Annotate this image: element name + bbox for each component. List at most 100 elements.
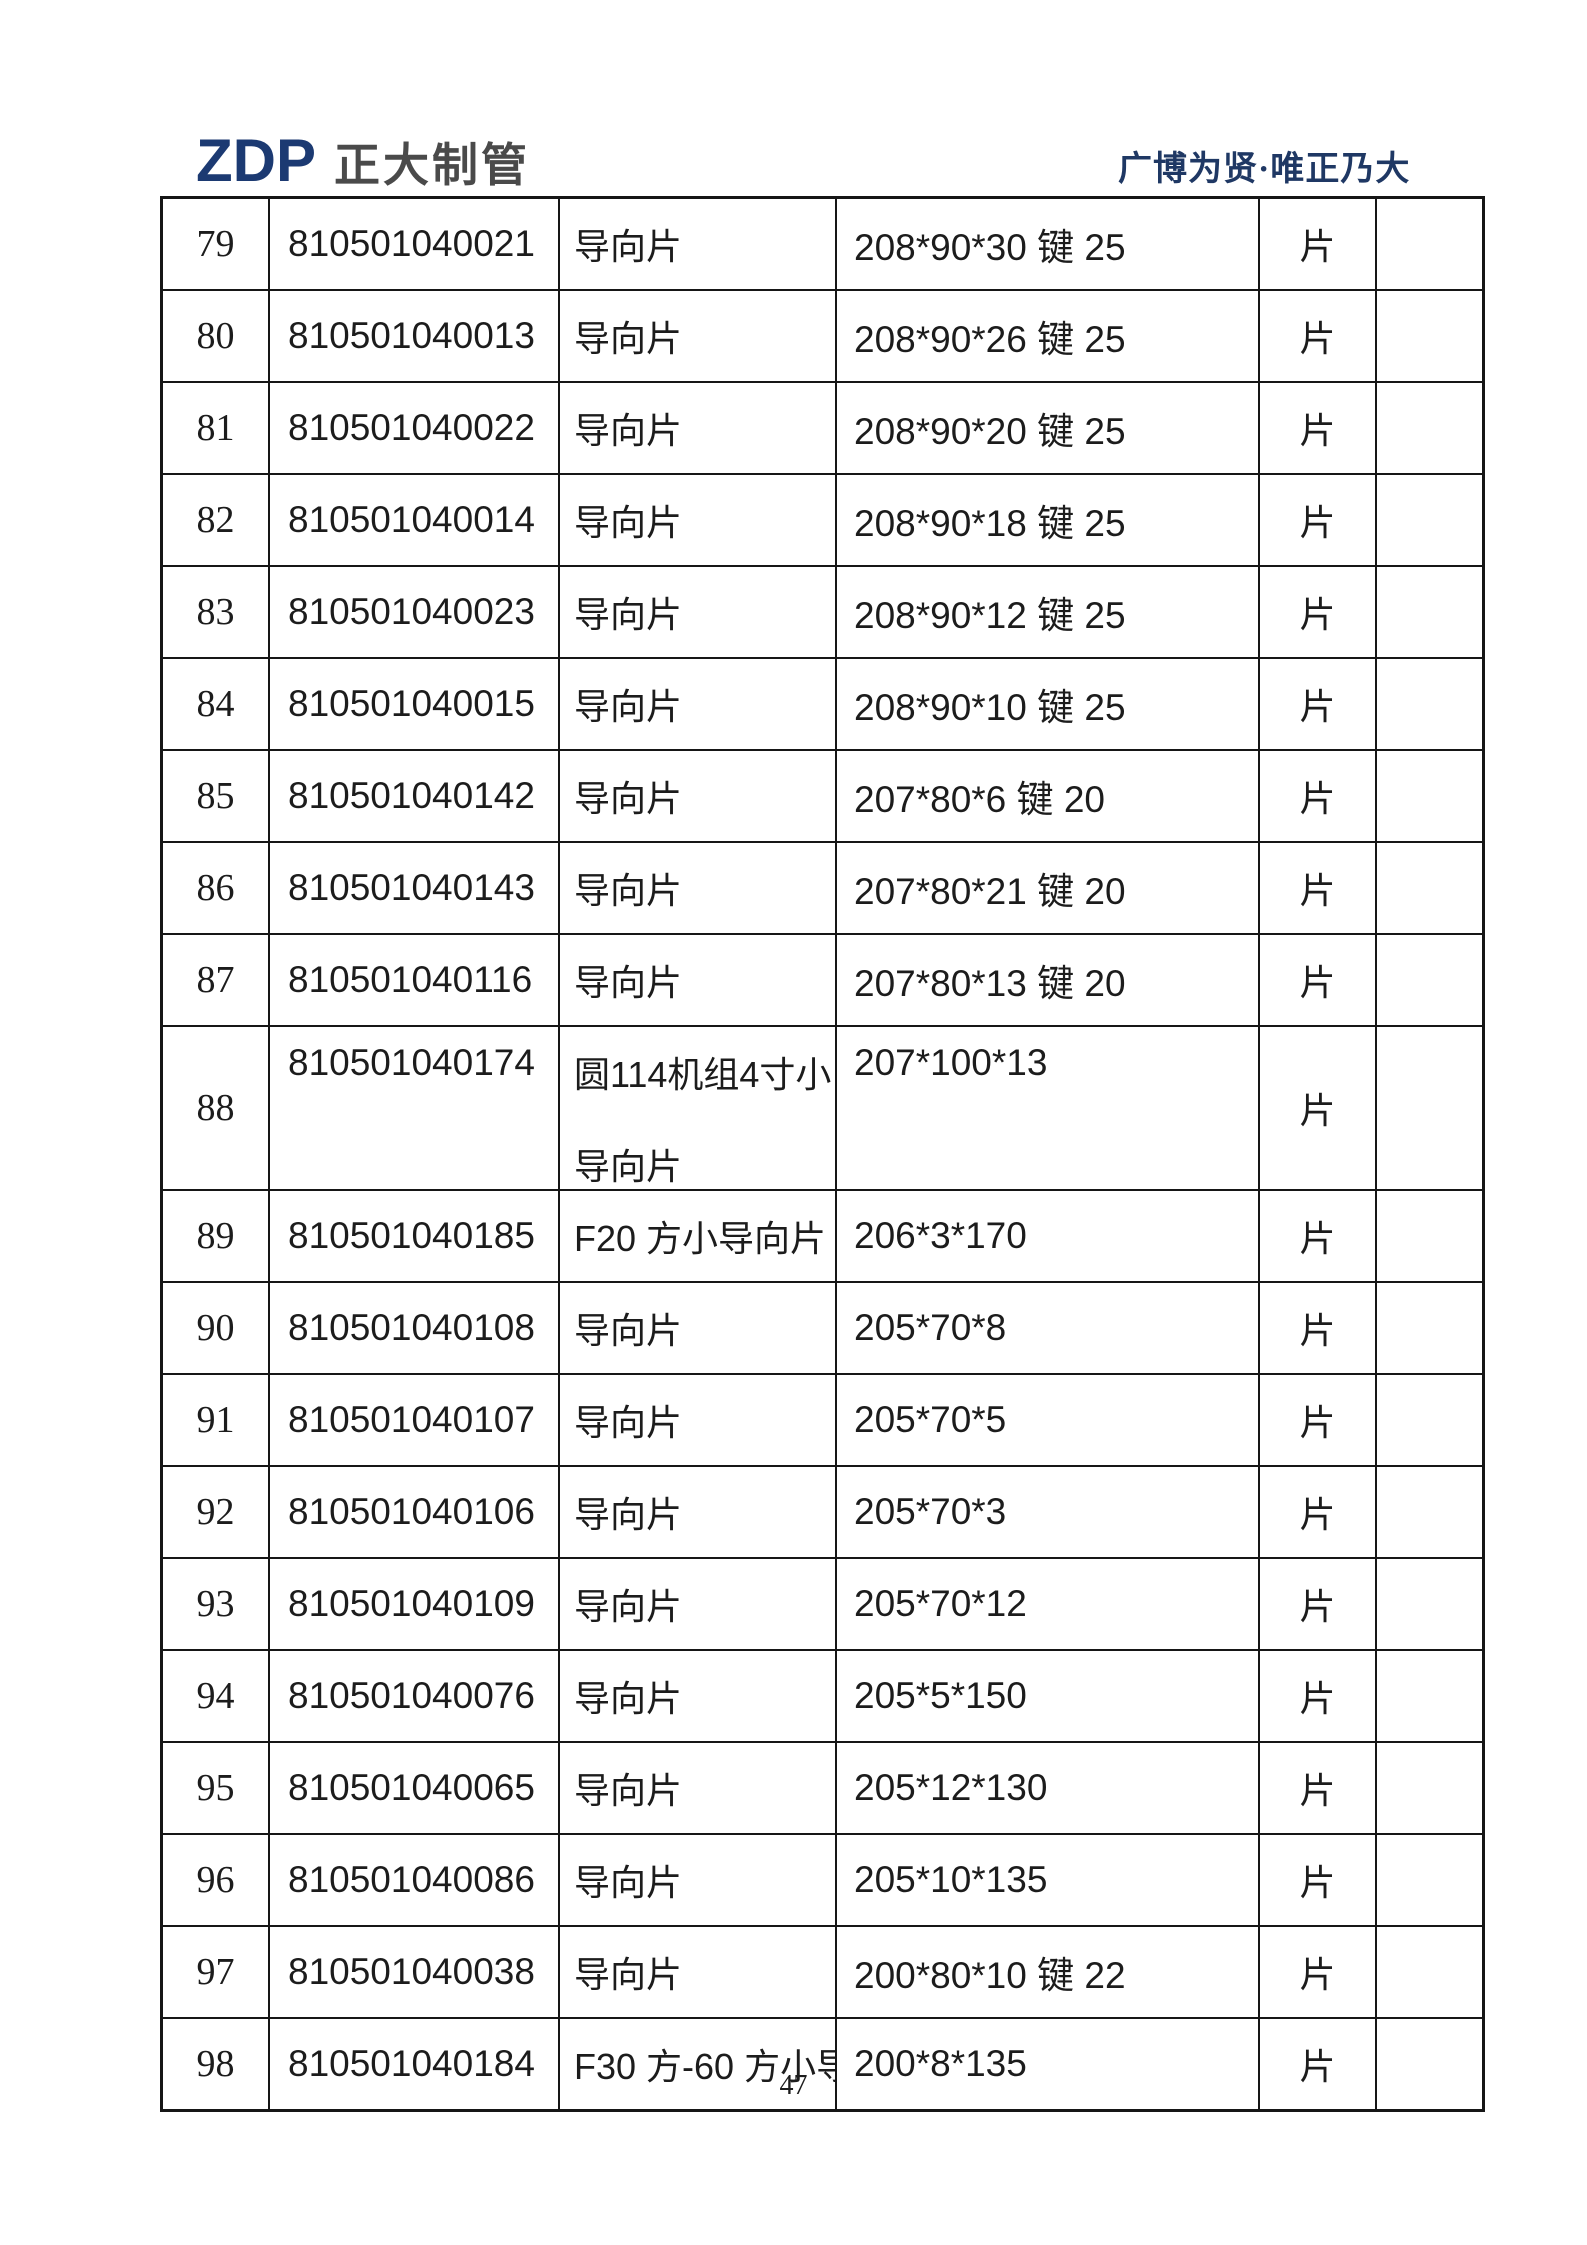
specification-cell-text: 200*80*10 键 22: [854, 1955, 1126, 1996]
unit-cell-text: 片: [1299, 1955, 1336, 1995]
specification-cell: 208*90*10 键 25: [835, 659, 1258, 749]
row-number-cell-text: 89: [196, 1215, 235, 1257]
material-name-cell: 导向片: [558, 1927, 835, 2017]
row-number-cell-text: 95: [196, 1767, 235, 1809]
material-name-cell-text: 导向片: [574, 686, 683, 727]
row-number-cell: 93: [163, 1559, 268, 1649]
note-cell: [1375, 1283, 1482, 1373]
specification-cell: 208*90*20 键 25: [835, 383, 1258, 473]
row-number-cell: 94: [163, 1651, 268, 1741]
note-cell: [1375, 1027, 1482, 1189]
material-name-cell: 导向片: [558, 1467, 835, 1557]
material-code-cell-text: 810501040143: [288, 867, 535, 908]
row-number-cell: 83: [163, 567, 268, 657]
material-name-cell-text: 导向片: [574, 962, 683, 1003]
unit-cell-text: 片: [1299, 1403, 1336, 1443]
material-name-cell-text: 导向片: [574, 318, 683, 359]
specification-cell-text: 205*70*8: [854, 1307, 1007, 1348]
unit-cell-text: 片: [1299, 871, 1336, 911]
unit-cell: 片: [1258, 199, 1375, 289]
unit-cell: 片: [1258, 291, 1375, 381]
material-name-cell-text: 导向片: [574, 1954, 683, 1995]
material-name-cell: 导向片: [558, 1375, 835, 1465]
row-number-cell: 97: [163, 1927, 268, 2017]
material-code-cell: 810501040185: [268, 1191, 558, 1281]
material-name-cell: 导向片: [558, 567, 835, 657]
note-cell: [1375, 1191, 1482, 1281]
table-row: 87 810501040116 导向片 207*80*13 键 20 片: [163, 933, 1482, 1025]
row-number-cell-text: 93: [196, 1583, 235, 1625]
material-code-cell-text: 810501040014: [288, 499, 535, 540]
specification-cell-text: 205*5*150: [854, 1675, 1027, 1716]
row-number-cell: 90: [163, 1283, 268, 1373]
row-number-cell-text: 90: [196, 1307, 235, 1349]
material-name-cell: 导向片: [558, 935, 835, 1025]
material-name-cell-text: 导向片: [574, 778, 683, 819]
unit-cell-text: 片: [1299, 595, 1336, 635]
unit-cell: 片: [1258, 1027, 1375, 1189]
row-number-cell-text: 94: [196, 1675, 235, 1717]
table-row: 83 810501040023 导向片 208*90*12 键 25 片: [163, 565, 1482, 657]
material-code-cell: 810501040065: [268, 1743, 558, 1833]
specification-cell-text: 205*12*130: [854, 1767, 1048, 1808]
material-name-cell-text: 导向片: [574, 1402, 683, 1443]
material-code-cell: 810501040108: [268, 1283, 558, 1373]
material-code-cell: 810501040116: [268, 935, 558, 1025]
row-number-cell: 88: [163, 1027, 268, 1189]
table-row: 94 810501040076 导向片 205*5*150 片: [163, 1649, 1482, 1741]
note-cell: [1375, 199, 1482, 289]
unit-cell: 片: [1258, 659, 1375, 749]
material-code-cell: 810501040142: [268, 751, 558, 841]
row-number-cell: 85: [163, 751, 268, 841]
note-cell: [1375, 1743, 1482, 1833]
specification-cell-text: 206*3*170: [854, 1215, 1027, 1256]
material-code-cell: 810501040107: [268, 1375, 558, 1465]
material-name-cell-text: 导向片: [574, 1862, 683, 1903]
unit-cell-text: 片: [1299, 1771, 1336, 1811]
table-row: 86 810501040143 导向片 207*80*21 键 20 片: [163, 841, 1482, 933]
unit-cell: 片: [1258, 2019, 1375, 2109]
unit-cell: 片: [1258, 1835, 1375, 1925]
material-code-cell-text: 810501040174: [288, 1042, 535, 1083]
table-row: 90 810501040108 导向片 205*70*8 片: [163, 1281, 1482, 1373]
specification-cell-text: 205*70*3: [854, 1491, 1007, 1532]
row-number-cell: 82: [163, 475, 268, 565]
table-row: 91 810501040107 导向片 205*70*5 片: [163, 1373, 1482, 1465]
material-code-cell-text: 810501040106: [288, 1491, 535, 1532]
unit-cell: 片: [1258, 843, 1375, 933]
note-cell: [1375, 291, 1482, 381]
specification-cell: 200*8*135: [835, 2019, 1258, 2109]
row-number-cell: 96: [163, 1835, 268, 1925]
unit-cell: 片: [1258, 1559, 1375, 1649]
material-name-cell-text: 导向片: [574, 1586, 683, 1627]
specification-cell: 205*70*5: [835, 1375, 1258, 1465]
specification-cell: 208*90*30 键 25: [835, 199, 1258, 289]
specification-cell-text: 207*80*6 键 20: [854, 779, 1105, 820]
table-row: 88 810501040174 圆114机组4寸小导向片 207*100*13 片: [163, 1025, 1482, 1189]
row-number-cell: 80: [163, 291, 268, 381]
material-code-cell-text: 810501040076: [288, 1675, 535, 1716]
row-number-cell-text: 87: [196, 959, 235, 1001]
material-name-cell: F30 方-60 方小导: [558, 2019, 835, 2109]
specification-cell: 207*80*13 键 20: [835, 935, 1258, 1025]
material-code-cell: 810501040013: [268, 291, 558, 381]
material-name-cell: 导向片: [558, 475, 835, 565]
material-code-cell: 810501040109: [268, 1559, 558, 1649]
specification-cell-text: 205*70*5: [854, 1399, 1007, 1440]
specification-cell: 205*12*130: [835, 1743, 1258, 1833]
unit-cell-text: 片: [1299, 1495, 1336, 1535]
material-name-cell-text: 导向片: [574, 1770, 683, 1811]
material-code-cell: 810501040184: [268, 2019, 558, 2109]
unit-cell-text: 片: [1299, 319, 1336, 359]
unit-cell-text: 片: [1299, 1679, 1336, 1719]
unit-cell-text: 片: [1299, 1219, 1336, 1259]
material-name-cell-text: 导向片: [574, 1678, 683, 1719]
specification-cell: 207*80*21 键 20: [835, 843, 1258, 933]
row-number-cell: 79: [163, 199, 268, 289]
specification-cell: 205*70*8: [835, 1283, 1258, 1373]
table-row: 97 810501040038 导向片 200*80*10 键 22 片: [163, 1925, 1482, 2017]
material-name-cell: 导向片: [558, 1283, 835, 1373]
row-number-cell-text: 85: [196, 775, 235, 817]
specification-cell-text: 207*100*13: [854, 1042, 1048, 1083]
unit-cell: 片: [1258, 935, 1375, 1025]
